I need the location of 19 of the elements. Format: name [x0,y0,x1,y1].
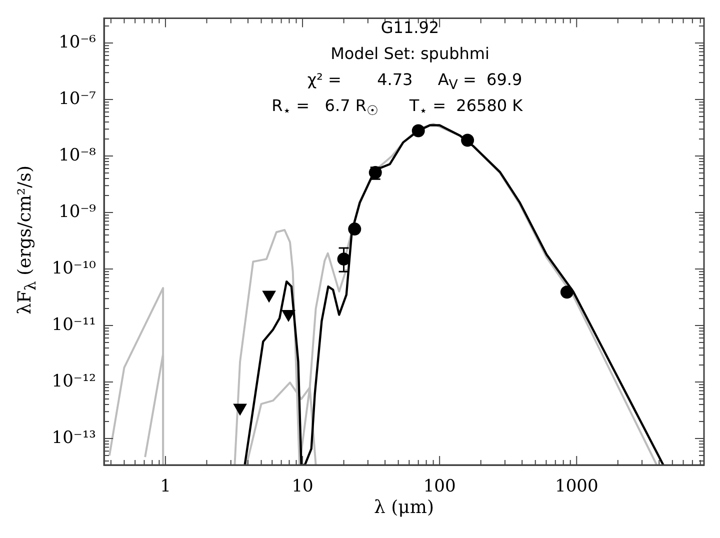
annotation: χ² = 4.73 [307,70,413,89]
x-tick-label: 1 [160,476,171,497]
y-tick-label: 10⁻¹¹ [52,314,96,335]
y-tick-label: 10⁻⁹ [58,202,96,222]
annotation: R$_{⋆}$ = 6.7 R$_{☉}$ [272,96,378,120]
annotation: G11.92 [380,18,440,37]
x-axis-title: λ (μm) [374,497,434,518]
annotation: Model Set: spubhmi [330,44,490,63]
x-tick-label: 10 [292,476,314,497]
y-tick-label: 10⁻⁷ [58,88,96,109]
y-tick-label: 10⁻¹² [52,371,96,392]
y-tick-label: 10⁻⁸ [58,145,96,166]
y-tick-label: 10⁻¹³ [52,428,96,448]
x-tick-label: 1000 [554,476,598,497]
annotation: T$_{⋆}$ = 26580 K [409,96,523,120]
y-tick-label: 10⁻¹⁰ [52,258,96,278]
y-tick-label: 10⁻⁶ [58,32,96,52]
x-tick-label: 100 [423,476,456,497]
annotation: A$_{V}$ = 69.9 [438,70,522,94]
